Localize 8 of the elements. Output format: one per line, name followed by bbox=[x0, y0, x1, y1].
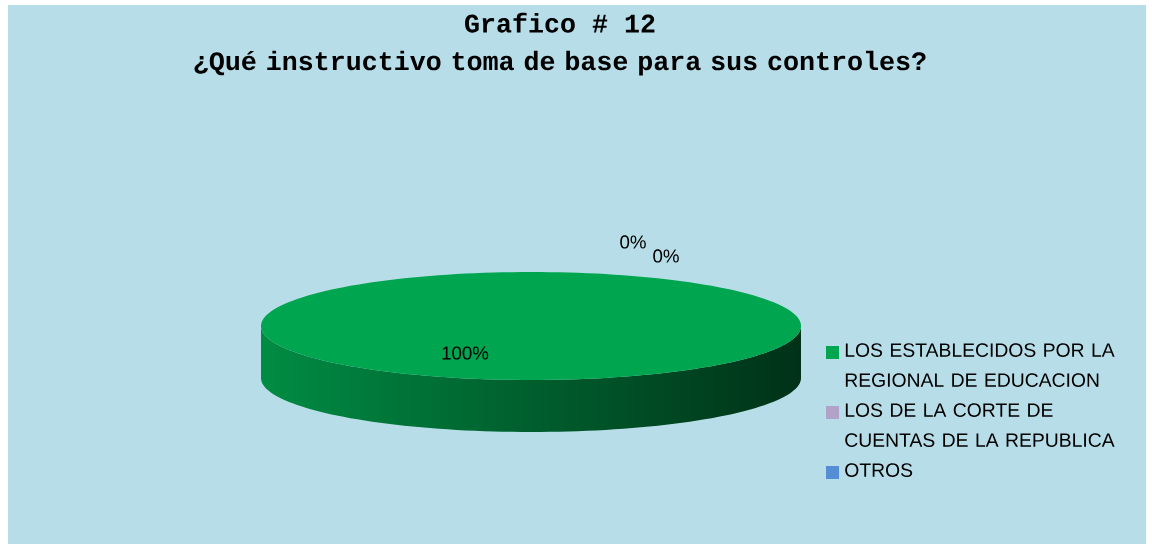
data-label: 100% bbox=[442, 346, 489, 360]
legend-label: OTROS bbox=[845, 463, 913, 477]
chart-title: Grafico # 12 bbox=[465, 12, 655, 33]
chart-subtitle: ¿Qué instructivo toma de base para sus controles? bbox=[194, 50, 926, 76]
legend-label: LOS ESTABLECIDOS POR LA REGIONAL DE EDUCACION bbox=[845, 343, 1115, 387]
text: 0% bbox=[653, 249, 679, 263]
text: 0% bbox=[620, 235, 646, 249]
legend-label: LOS DE LA CORTE DE CUENTAS DE LA REPUBLICA bbox=[845, 403, 1115, 447]
